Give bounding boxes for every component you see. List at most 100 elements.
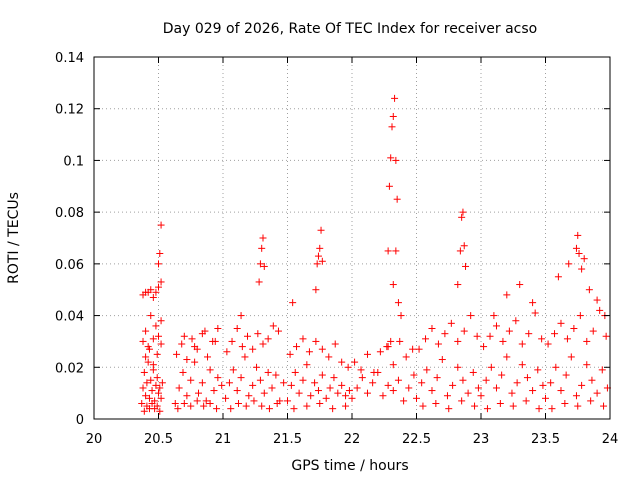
data-point (551, 330, 559, 338)
data-point (249, 381, 257, 389)
x-tick-label: 22 (344, 432, 361, 447)
x-tick-label: 23.5 (531, 432, 560, 447)
data-point (265, 405, 273, 413)
data-point (405, 384, 413, 392)
data-point (191, 343, 199, 351)
data-point (393, 195, 401, 203)
data-point (445, 405, 453, 413)
data-point (238, 343, 246, 351)
data-point (548, 405, 556, 413)
data-point (443, 392, 451, 400)
data-point (518, 340, 526, 348)
data-point (583, 361, 591, 369)
data-point (518, 361, 526, 369)
data-point (147, 376, 155, 384)
data-point (144, 358, 152, 366)
data-point (286, 350, 294, 358)
data-point (509, 402, 517, 410)
data-point (200, 402, 208, 410)
data-point (508, 389, 516, 397)
data-point (593, 389, 601, 397)
data-point (264, 335, 272, 343)
data-point (299, 376, 307, 384)
data-point (384, 247, 392, 255)
data-point (145, 394, 153, 402)
x-tick-label: 20.5 (144, 432, 173, 447)
data-point (202, 397, 210, 405)
data-point (318, 371, 326, 379)
y-axis-title: ROTI / TECUs (6, 192, 22, 284)
data-point (413, 394, 420, 402)
data-point (142, 392, 150, 400)
data-point (157, 221, 165, 229)
data-point (322, 394, 330, 402)
data-point (318, 257, 326, 265)
data-point (253, 363, 261, 371)
data-point (351, 358, 359, 366)
data-point (557, 387, 565, 395)
data-point (258, 402, 266, 410)
data-point (245, 392, 253, 400)
data-point (410, 371, 418, 379)
data-point (155, 283, 162, 291)
data-point (535, 405, 543, 413)
data-point (567, 353, 575, 361)
data-point (492, 322, 500, 330)
data-point (473, 332, 481, 340)
data-point (272, 371, 280, 379)
data-point (513, 379, 521, 387)
data-point (552, 363, 560, 371)
data-point (307, 392, 315, 400)
x-tick-label: 23 (473, 432, 490, 447)
x-tick-label: 21.5 (273, 432, 302, 447)
data-point (434, 340, 442, 348)
data-point (538, 335, 546, 343)
data-point (156, 384, 164, 392)
data-point (145, 345, 153, 353)
grid-lines (94, 57, 610, 419)
data-point (433, 374, 441, 382)
data-point (156, 250, 164, 258)
data-point (218, 381, 226, 389)
data-point (260, 262, 268, 270)
data-point (600, 402, 608, 410)
data-point (303, 402, 311, 410)
data-point (326, 384, 334, 392)
data-point (229, 366, 237, 374)
data-point (428, 387, 436, 395)
data-point (173, 350, 181, 358)
data-point (486, 332, 494, 340)
data-point (394, 299, 402, 307)
data-point (191, 358, 199, 366)
data-point (438, 356, 446, 364)
data-point (140, 407, 148, 415)
data-point (574, 402, 582, 410)
data-point (155, 332, 162, 340)
data-point (376, 348, 384, 356)
data-point (459, 208, 467, 216)
data-point (149, 361, 157, 369)
data-point (384, 343, 392, 351)
data-point (194, 389, 202, 397)
data-point (490, 312, 498, 320)
data-point (389, 361, 397, 369)
data-point (233, 325, 241, 332)
data-point (516, 281, 524, 289)
data-point (258, 244, 266, 252)
data-point (580, 255, 588, 263)
data-point (280, 379, 288, 387)
data-point (152, 322, 160, 330)
data-point (460, 242, 468, 250)
data-point (588, 376, 596, 384)
data-point (598, 366, 606, 374)
data-point (454, 281, 462, 289)
data-point (544, 340, 552, 348)
data-point (250, 397, 258, 405)
data-point (139, 337, 147, 345)
data-point (487, 363, 495, 371)
data-point (422, 335, 430, 343)
data-point (363, 389, 371, 397)
data-point (344, 363, 352, 371)
data-point (574, 231, 582, 239)
